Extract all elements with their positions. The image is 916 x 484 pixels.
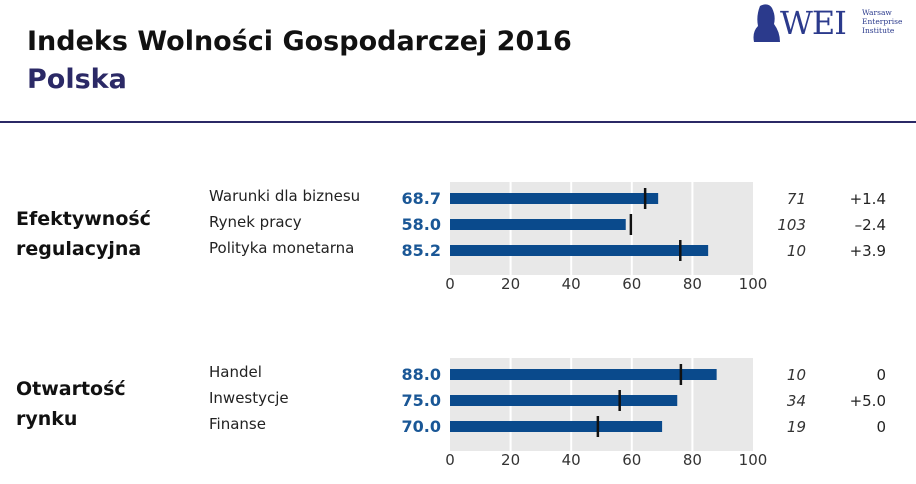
- bar: [450, 193, 659, 204]
- logo-subtext: Warsaw Enterprise Institute: [862, 8, 903, 35]
- header-divider: [0, 121, 916, 123]
- rank-value: 34: [787, 392, 806, 410]
- x-tick-label: 40: [562, 451, 581, 469]
- change-value: +1.4: [850, 190, 886, 208]
- bar: [450, 369, 717, 380]
- change-value: 0: [876, 418, 886, 436]
- page-subtitle: Polska: [27, 64, 127, 95]
- x-tick-label: 100: [739, 451, 768, 469]
- value-label: 75.0: [402, 391, 441, 410]
- logo-text: WEI: [780, 4, 847, 42]
- x-tick-label: 40: [562, 275, 581, 293]
- rank-value: 10: [787, 366, 806, 384]
- category-label: Finanse: [209, 415, 266, 433]
- change-value: +5.0: [850, 392, 886, 410]
- x-tick-label: 20: [501, 451, 520, 469]
- value-label: 58.0: [402, 215, 441, 234]
- bar: [450, 421, 663, 432]
- value-label: 68.7: [402, 189, 441, 208]
- bar: [450, 245, 709, 256]
- x-tick-label: 60: [622, 451, 641, 469]
- x-tick-label: 20: [501, 275, 520, 293]
- rank-value: 71: [787, 190, 806, 208]
- category-label: Polityka monetarna: [209, 239, 355, 257]
- change-value: –2.4: [855, 216, 886, 234]
- value-label: 88.0: [402, 365, 441, 384]
- thinker-logo-icon: [753, 4, 780, 42]
- rank-value: 19: [787, 418, 806, 436]
- category-label: Handel: [209, 363, 262, 381]
- x-tick-label: 100: [739, 275, 768, 293]
- category-label: Warunki dla biznesu: [209, 187, 361, 205]
- change-value: 0: [876, 366, 886, 384]
- group-title-regulatory: Efektywność regulacyjna: [16, 208, 151, 260]
- value-label: 70.0: [402, 417, 441, 436]
- page-title: Indeks Wolności Gospodarczej 2016: [27, 26, 572, 57]
- x-tick-label: 80: [683, 275, 702, 293]
- change-value: +3.9: [850, 242, 886, 260]
- x-tick-label: 80: [683, 451, 702, 469]
- x-tick-label: 60: [622, 275, 641, 293]
- x-tick-label: 0: [445, 451, 455, 469]
- category-label: Rynek pracy: [209, 213, 302, 231]
- bar: [450, 219, 626, 230]
- rank-value: 103: [777, 216, 806, 234]
- category-label: Inwestycje: [209, 389, 289, 407]
- rank-value: 10: [787, 242, 806, 260]
- bar: [450, 395, 678, 406]
- group-title-openness: Otwartość rynku: [16, 378, 126, 430]
- wei-logo: WEI Warsaw Enterprise Institute: [752, 2, 912, 42]
- value-label: 85.2: [402, 241, 441, 260]
- x-tick-label: 0: [445, 275, 455, 293]
